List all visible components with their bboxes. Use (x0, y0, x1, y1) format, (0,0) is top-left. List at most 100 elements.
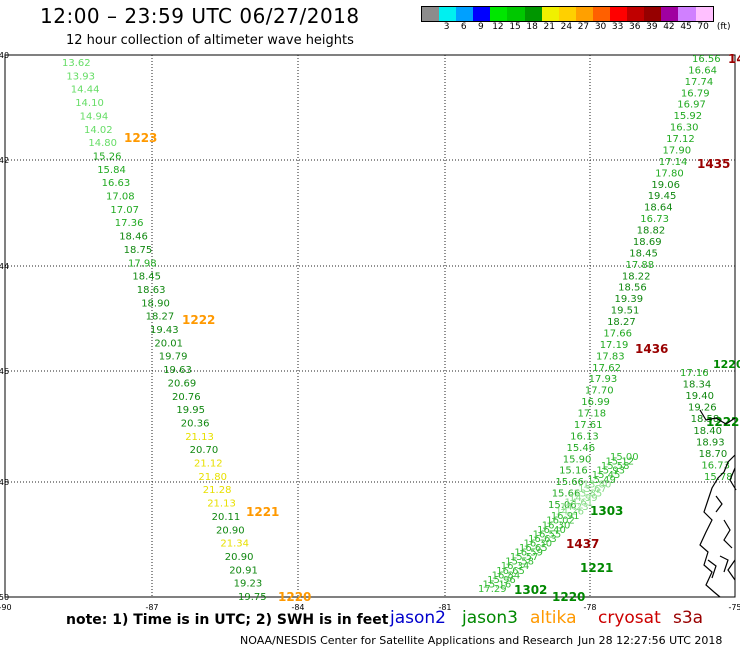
swh-reading: 16.64 (688, 65, 717, 76)
swh-reading: 14.02 (84, 125, 113, 136)
swh-reading: 16.79 (681, 88, 710, 99)
latitude-label: 44 (0, 262, 9, 271)
swh-reading: 17.16 (680, 368, 709, 379)
coastline (715, 495, 723, 513)
swh-reading: 20.90 (225, 552, 254, 563)
longitude-label: -87 (145, 603, 158, 612)
swh-reading: 17.83 (596, 351, 625, 362)
legend-swatch (541, 7, 559, 21)
pass-time-label: 1435 (697, 157, 730, 171)
pass-time-label: 1302 (514, 583, 547, 597)
swh-reading: 18.93 (696, 437, 725, 448)
swh-reading: 16.30 (524, 538, 553, 549)
coastline (723, 519, 733, 549)
swh-reading: 18.90 (141, 298, 170, 309)
swh-reading: 19.40 (685, 391, 714, 402)
longitude-label: -84 (291, 603, 304, 612)
pass-time-label: 1437 (566, 537, 599, 551)
swh-reading: 18.63 (137, 285, 166, 296)
swh-reading: 19.79 (159, 352, 188, 363)
footer-timestamp: Jun 28 12:27:56 UTC 2018 (578, 634, 723, 647)
swh-reading: 16.97 (677, 100, 706, 111)
swh-reading: 21.80 (198, 472, 227, 483)
swh-reading: 15.49 (587, 475, 616, 486)
swh-reading: 18.22 (622, 271, 651, 282)
swh-reading: 21.13 (185, 432, 214, 443)
swh-reading: 21.28 (203, 485, 232, 496)
legend-label: 45 (680, 22, 692, 32)
swh-reading: 18.70 (699, 449, 728, 460)
swh-reading: 14.44 (71, 85, 100, 96)
swh-reading: 15.26 (93, 151, 122, 162)
pass-time-label: 14 (728, 52, 740, 66)
satellite-legend-s3a: s3a (673, 608, 704, 628)
swh-reading: 19.45 (648, 191, 677, 202)
swh-reading: 17.14 (659, 157, 688, 168)
swh-reading: 14.80 (88, 138, 117, 149)
swh-reading: 19.63 (163, 365, 192, 376)
legend-label: 18 (526, 22, 538, 32)
latitude-label: 48 (0, 478, 9, 487)
color-legend-labels: 3 6 9 12 15 18 21 24 27 30 33 36 39 42 45 70 (ft) (421, 22, 731, 34)
swh-reading: 20.91 (229, 565, 258, 576)
map-frame (4, 54, 736, 598)
swh-reading: 17.90 (662, 145, 691, 156)
swh-reading: 17.80 (655, 168, 684, 179)
swh-reading: 19.43 (150, 325, 179, 336)
legend-label: 27 (577, 22, 590, 32)
swh-reading: 21.13 (207, 499, 236, 510)
swh-reading: 16.73 (640, 214, 669, 225)
coastline (729, 467, 737, 491)
swh-reading: 16.40 (537, 525, 566, 536)
swh-reading: 18.69 (633, 237, 662, 248)
legend-label: 6 (460, 22, 467, 32)
swh-reading: 17.88 (626, 260, 655, 271)
swh-reading: 16.55 (533, 529, 562, 540)
swh-reading: 20.69 (168, 378, 197, 389)
footer-credit: NOAA/NESDIS Center for Satellite Applica… (240, 634, 574, 647)
swh-reading: 13.67 (578, 484, 607, 495)
pass-time-label: 1220 (278, 590, 311, 604)
swh-reading: 15.00 (610, 452, 639, 463)
swh-reading: 17.08 (106, 192, 135, 203)
swh-reading: 17.36 (115, 218, 144, 229)
swh-reading: 19.06 (651, 180, 680, 191)
swh-reading: 18.56 (618, 283, 647, 294)
swh-reading: 14.61 (564, 498, 593, 509)
legend-swatch (678, 7, 696, 21)
swh-reading: 20.36 (181, 418, 210, 429)
satellite-legend-cryosat: cryosat (598, 608, 661, 628)
swh-reading: 21.34 (220, 539, 249, 550)
pass-time-label: 1303 (590, 504, 623, 518)
coastline (727, 559, 736, 581)
swh-reading: 19.23 (234, 579, 263, 590)
swh-reading: 17.29 (478, 584, 507, 595)
swh-reading: 15.45 (592, 470, 621, 481)
swh-reading: 21.12 (194, 459, 223, 470)
legend-swatch (507, 7, 525, 21)
swh-reading: 19.95 (176, 405, 205, 416)
pass-time-label: 1221 (580, 561, 613, 575)
swh-reading: 14.94 (80, 111, 109, 122)
swh-reading: 20.11 (212, 512, 241, 523)
swh-reading: 18.45 (629, 248, 658, 259)
swh-reading: 18.64 (644, 203, 673, 214)
swh-reading: 19.75 (238, 592, 267, 603)
swh-reading: 17.74 (685, 77, 714, 88)
legend-label: 30 (594, 22, 607, 32)
swh-reading: 20.76 (172, 392, 201, 403)
swh-reading: 20.90 (216, 525, 245, 536)
longitude-label: -78 (583, 603, 596, 612)
swh-reading: 18.27 (146, 312, 175, 323)
legend-swatch (524, 7, 542, 21)
coastline (707, 559, 717, 579)
coastline (699, 454, 736, 598)
latitude-label: 42 (0, 156, 9, 165)
legend-label: 9 (477, 22, 484, 32)
swh-reading: 19.26 (688, 403, 717, 414)
legend-label: 42 (663, 22, 675, 32)
swh-reading: 17.18 (578, 409, 607, 420)
legend-swatch (610, 7, 628, 21)
legend-swatch (456, 7, 474, 21)
